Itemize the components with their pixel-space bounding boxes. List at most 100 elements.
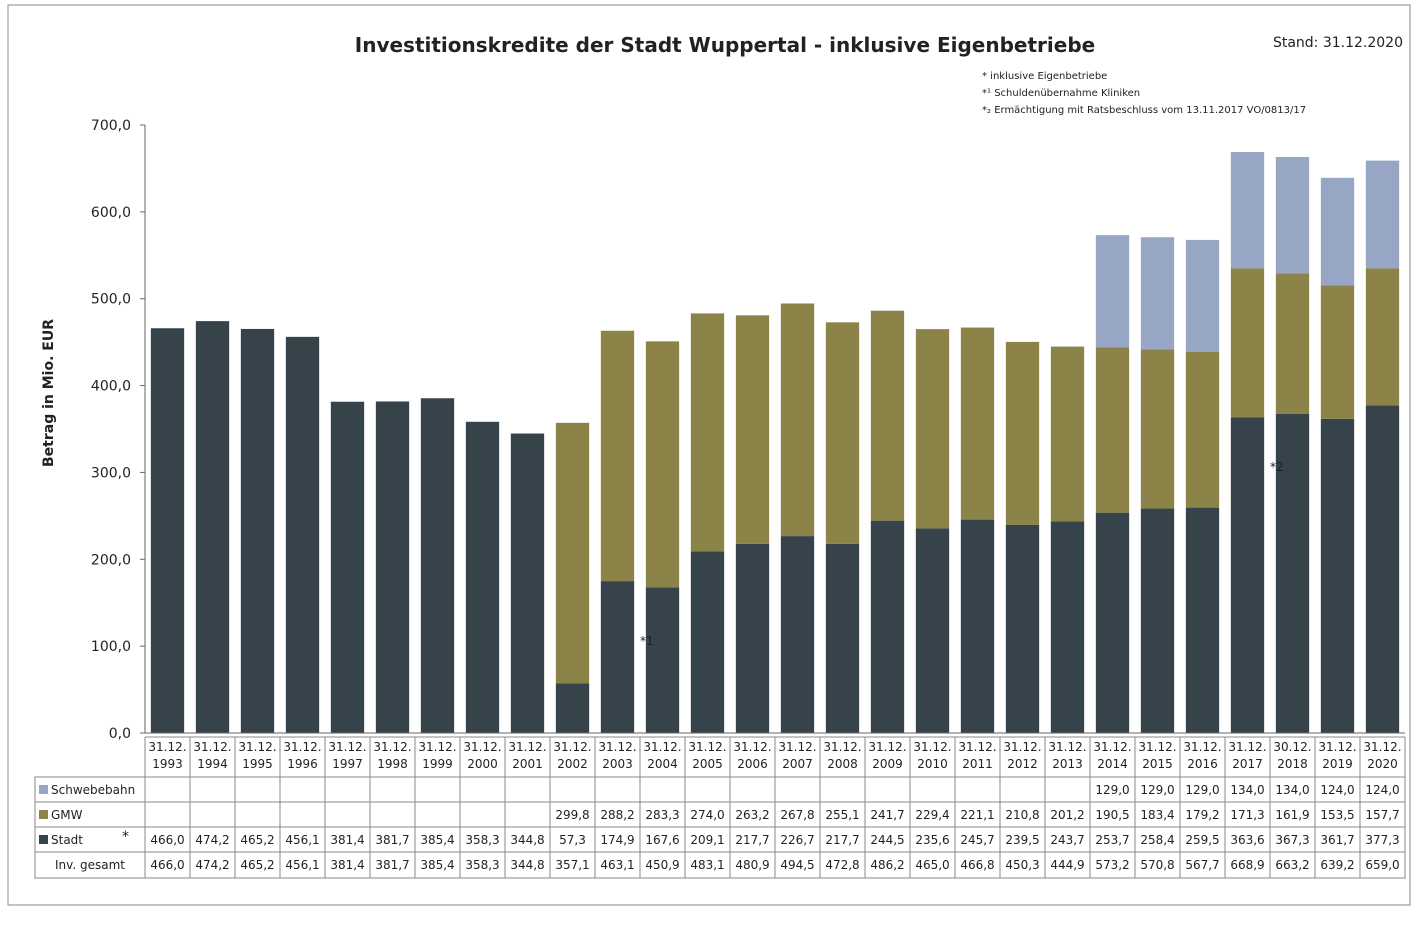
table-cell: 570,8 xyxy=(1140,858,1174,872)
table-cell: 283,3 xyxy=(645,808,679,822)
x-tick-label: 31.12. 2017 xyxy=(1228,740,1266,771)
x-tick-line: 2017 xyxy=(1232,757,1263,771)
bar-segment xyxy=(960,519,995,733)
totals-label: Inv. gesamt xyxy=(55,858,125,872)
x-tick-line: 31.12. xyxy=(1363,740,1401,754)
x-tick-line: 1995 xyxy=(242,757,273,771)
x-tick-label: 31.12. 1994 xyxy=(193,740,231,771)
bar-segment xyxy=(915,528,950,733)
bar-segment xyxy=(735,315,770,544)
x-tick-line: 31.12. xyxy=(598,740,636,754)
x-tick-line: 2014 xyxy=(1097,757,1128,771)
y-tick-label: 100,0 xyxy=(91,639,131,655)
legend-swatch xyxy=(39,835,48,844)
bar-segment xyxy=(1185,239,1220,352)
table-cell: 288,2 xyxy=(600,808,634,822)
x-tick-line: 31.12. xyxy=(148,740,186,754)
bar-segment xyxy=(1320,285,1355,419)
x-tick-line: 31.12. xyxy=(193,740,231,754)
x-tick-label: 31.12. 1998 xyxy=(373,740,411,771)
x-tick-label: 31.12. 1993 xyxy=(148,740,186,771)
x-tick-line: 2003 xyxy=(602,757,633,771)
table-cell: 255,1 xyxy=(825,808,859,822)
x-tick-line: 31.12. xyxy=(778,740,816,754)
x-tick-line: 2011 xyxy=(962,757,993,771)
table-cell: 456,1 xyxy=(285,833,319,847)
x-tick-label: 31.12. 2013 xyxy=(1048,740,1086,771)
bar-segment xyxy=(195,321,230,733)
x-tick-line: 31.12. xyxy=(1228,740,1266,754)
annotation: *1 xyxy=(640,634,654,648)
x-tick-line: 31.12. xyxy=(238,740,276,754)
table-cell: 124,0 xyxy=(1365,783,1399,797)
table-cell: 134,0 xyxy=(1230,783,1264,797)
table-cell: 450,3 xyxy=(1005,858,1039,872)
chart-title: Investitionskredite der Stadt Wuppertal … xyxy=(355,33,1095,57)
bar-segment xyxy=(825,322,860,544)
x-tick-line: 31.12. xyxy=(958,740,996,754)
y-tick-label: 0,0 xyxy=(109,726,131,742)
x-tick-line: 2005 xyxy=(692,757,723,771)
table-cell: 466,0 xyxy=(150,858,184,872)
table-cell: 465,0 xyxy=(915,858,949,872)
bar-segment xyxy=(1275,413,1310,733)
table-cell: 190,5 xyxy=(1095,808,1129,822)
bar-segment xyxy=(1050,521,1085,733)
x-tick-label: 31.12. 2016 xyxy=(1183,740,1221,771)
x-tick-label: 31.12. 2011 xyxy=(958,740,996,771)
x-tick-label: 31.12. 1995 xyxy=(238,740,276,771)
table-cell: 659,0 xyxy=(1365,858,1399,872)
note: *¹ Schuldenübernahme Kliniken xyxy=(982,88,1140,99)
bar-segment xyxy=(420,398,455,733)
x-tick-line: 2010 xyxy=(917,757,948,771)
bar-segment xyxy=(1095,512,1130,733)
bar-segment xyxy=(690,551,725,733)
y-axis-label: Betrag in Mio. EUR xyxy=(41,319,57,467)
table-cell: 663,2 xyxy=(1275,858,1309,872)
table-cell: 466,0 xyxy=(150,833,184,847)
table-cell: 466,8 xyxy=(960,858,994,872)
table-cell: 274,0 xyxy=(690,808,724,822)
table-cell: 153,5 xyxy=(1320,808,1354,822)
table-cell: 235,6 xyxy=(915,833,949,847)
x-tick-line: 1997 xyxy=(332,757,363,771)
table-cell: 363,6 xyxy=(1230,833,1264,847)
table-cell: 157,7 xyxy=(1365,808,1399,822)
table-cell: 358,3 xyxy=(465,858,499,872)
bar-segment xyxy=(780,536,815,733)
table-cell: 217,7 xyxy=(825,833,859,847)
table-cell: 465,2 xyxy=(240,858,274,872)
x-tick-line: 2000 xyxy=(467,757,498,771)
x-tick-line: 2004 xyxy=(647,757,678,771)
table-cell: 57,3 xyxy=(559,833,586,847)
note: *₂ Ermächtigung mit Ratsbeschluss vom 13… xyxy=(982,105,1306,116)
x-tick-label: 31.12. 1996 xyxy=(283,740,321,771)
table-cell: 179,2 xyxy=(1185,808,1219,822)
legend-swatch xyxy=(39,785,48,794)
table-cell: 456,1 xyxy=(285,858,319,872)
x-tick-label: 31.12. 2015 xyxy=(1138,740,1176,771)
x-tick-line: 31.12. xyxy=(868,740,906,754)
bar-segment xyxy=(510,433,545,733)
table-cell: 229,4 xyxy=(915,808,949,822)
y-tick-label: 500,0 xyxy=(91,292,131,308)
table-cell: 450,9 xyxy=(645,858,679,872)
x-tick-line: 1996 xyxy=(287,757,318,771)
bar-segment xyxy=(1095,347,1130,513)
y-tick-label: 600,0 xyxy=(91,205,131,221)
table-cell: 258,4 xyxy=(1140,833,1174,847)
x-tick-line: 31.12. xyxy=(1318,740,1356,754)
table-cell: 483,1 xyxy=(690,858,724,872)
x-tick-line: 1994 xyxy=(197,757,228,771)
x-tick-line: 31.12. xyxy=(1003,740,1041,754)
x-tick-label: 31.12. 2005 xyxy=(688,740,726,771)
x-tick-line: 2019 xyxy=(1322,757,1353,771)
table-cell: 129,0 xyxy=(1185,783,1219,797)
table-cell: 267,8 xyxy=(780,808,814,822)
x-tick-line: 31.12. xyxy=(508,740,546,754)
x-tick-line: 2007 xyxy=(782,757,813,771)
x-tick-line: 31.12. xyxy=(1138,740,1176,754)
table-cell: 381,4 xyxy=(330,833,364,847)
table-cell: 639,2 xyxy=(1320,858,1354,872)
x-tick-line: 2015 xyxy=(1142,757,1173,771)
